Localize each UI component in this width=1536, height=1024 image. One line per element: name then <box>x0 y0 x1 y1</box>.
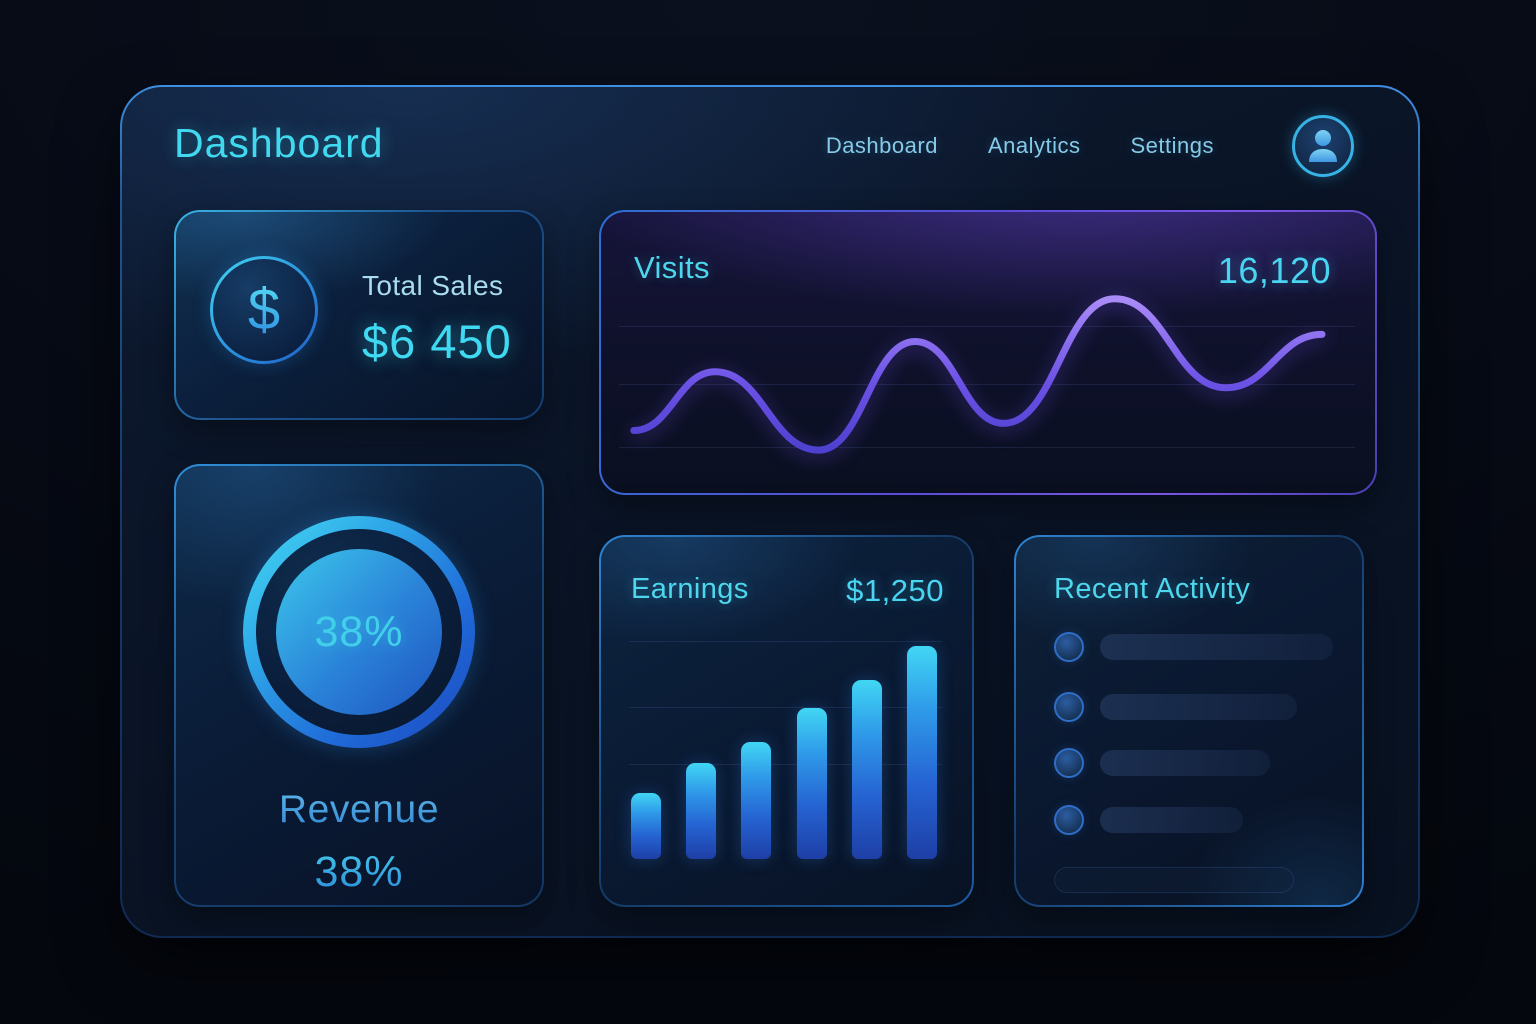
dollar-icon: $ <box>247 277 281 342</box>
revenue-donut-inner-ring <box>276 549 442 715</box>
visits-gridline <box>619 447 1355 448</box>
visits-gridline <box>619 384 1355 385</box>
recent-activity-title: Recent Activity <box>1054 573 1251 605</box>
activity-placeholder-bar <box>1100 807 1243 833</box>
user-avatar-button[interactable] <box>1292 115 1354 177</box>
visits-line-chart <box>630 295 1326 454</box>
visits-gridline <box>619 326 1355 327</box>
activity-bullet-icon <box>1054 805 1084 835</box>
revenue-donut-hole: 38% <box>256 529 462 735</box>
recent-activity-row <box>1054 692 1297 722</box>
dollar-badge: $ <box>210 256 318 364</box>
nav-item-analytics[interactable]: Analytics <box>987 133 1081 158</box>
total-sales-card: $ Total Sales $6 450 <box>174 210 544 420</box>
visits-title: Visits <box>634 250 710 285</box>
activity-bullet-icon <box>1054 692 1084 722</box>
earnings-gridline <box>629 764 942 765</box>
nav-item-settings[interactable]: Settings <box>1130 133 1214 158</box>
recent-activity-card: Recent Activity <box>1014 535 1364 907</box>
top-nav: Dashboard Analytics Settings <box>826 111 1354 181</box>
earnings-bar <box>686 763 717 859</box>
earnings-bar <box>631 793 661 859</box>
earnings-title: Earnings <box>631 573 749 605</box>
recent-activity-row <box>1054 805 1243 835</box>
visits-card: Visits 16,120 <box>599 210 1377 495</box>
recent-activity-faint-row <box>1054 867 1294 893</box>
earnings-bar <box>851 680 882 859</box>
earnings-bar <box>796 708 827 859</box>
total-sales-label: Total Sales <box>362 270 504 301</box>
revenue-card: 38% Revenue 38% <box>174 464 544 907</box>
earnings-card: Earnings $1,250 <box>599 535 974 907</box>
dashboard-panel: Dashboard Dashboard Analytics Settings <box>120 85 1420 938</box>
earnings-bar <box>741 742 772 859</box>
activity-placeholder-bar <box>1100 750 1270 776</box>
activity-placeholder-bar <box>1100 694 1297 720</box>
earnings-value: $1,250 <box>846 573 944 608</box>
activity-bullet-icon <box>1054 748 1084 778</box>
page-title: Dashboard <box>174 120 384 166</box>
earnings-gridline <box>629 641 942 642</box>
activity-placeholder-bar <box>1100 634 1333 660</box>
activity-bullet-icon <box>1054 632 1084 662</box>
earnings-bar-chart <box>631 645 937 859</box>
revenue-label: Revenue <box>176 788 542 832</box>
recent-activity-row <box>1054 632 1333 662</box>
user-avatar-icon <box>1309 130 1337 162</box>
visits-line-path <box>630 295 1326 454</box>
revenue-percent-value: 38% <box>176 848 542 897</box>
visits-value: 16,120 <box>1217 250 1331 291</box>
total-sales-text: Total Sales $6 450 <box>362 270 512 369</box>
revenue-center-value: 38% <box>314 607 404 656</box>
recent-activity-row <box>1054 748 1270 778</box>
earnings-bar <box>906 646 937 859</box>
revenue-donut-chart: 38% <box>243 516 475 748</box>
earnings-gridline <box>629 707 942 708</box>
total-sales-value: $6 450 <box>362 315 512 368</box>
nav-item-dashboard[interactable]: Dashboard <box>825 133 938 158</box>
